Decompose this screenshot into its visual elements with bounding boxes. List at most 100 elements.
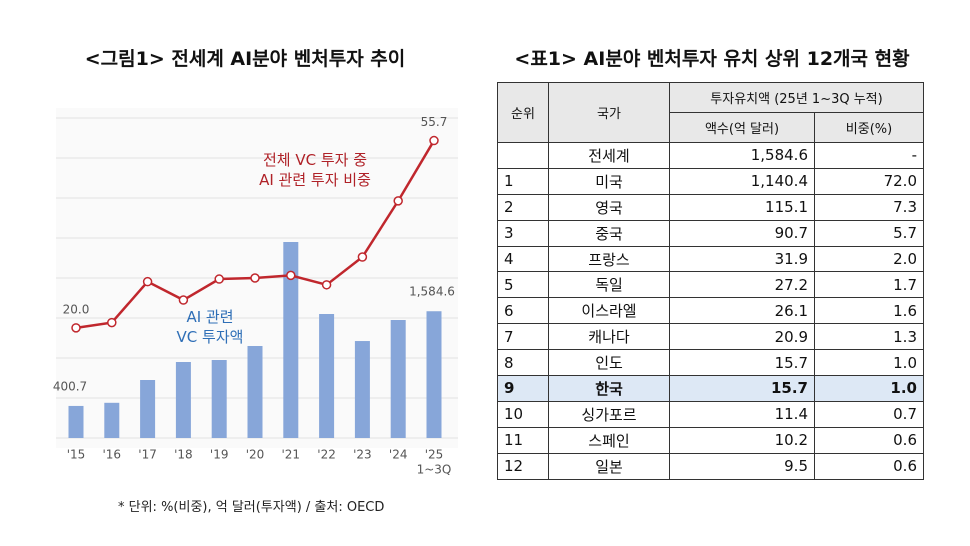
bar [175,362,191,438]
x-tick-label: '23 [353,448,372,462]
table-cell: 15.7 [669,349,815,377]
bar [283,242,299,438]
data-table: 순위 국가 투자유치액 (25년 1~3Q 누적) 액수(억 달러) 비중(%)… [497,82,924,480]
bar [390,320,406,438]
x-tick-label: '20 [246,448,265,462]
line-value-label: 55.7 [421,115,448,129]
header-cell: 순위 [497,82,549,143]
x-tick-label: '24 [389,448,408,462]
x-tick-label: '22 [317,448,336,462]
table-cell: 11 [497,426,549,454]
bar [104,402,120,438]
table-cell: 11.4 [669,400,815,428]
table-cell: 20.9 [669,323,815,351]
table-cell: 31.9 [669,245,815,273]
table-cell: 1.0 [814,375,924,402]
table-cell: 4 [497,245,549,273]
bar [68,405,84,438]
table-cell: 이스라엘 [548,297,670,325]
table-cell: 캐나다 [548,323,670,351]
table-cell: 1.0 [814,349,924,377]
table-row: 전세계 1,584.6- [497,142,924,169]
table-row: 11 스페인 10.2 0.6 [497,426,924,454]
table-cell: 27.2 [669,271,815,299]
table-cell [497,142,549,169]
table-cell: 7.3 [814,193,924,221]
line-marker [286,270,296,281]
bar-value-label: 400.7 [53,379,87,393]
table-cell: 일본 [548,452,670,480]
table-cell: 3 [497,219,549,247]
bar [319,314,335,438]
footnote: * 단위: %(비중), 억 달러(투자액) / 출처: OECD [118,500,385,515]
table-row: 10 싱가포르 11.4 0.7 [497,400,924,428]
table-cell: 115.1 [669,193,815,221]
table-cell: 10 [497,400,549,428]
table-cell: - [814,142,924,169]
line-marker [178,295,189,305]
table-cell: 1,584.6 [669,142,815,169]
header-cell: 비중(%) [814,112,924,143]
line-marker [71,323,81,333]
chart: '15 '16 '17 '18 '19 '20 '21 '22 '23 '24 '251~3Q 400… [53,108,458,477]
x-tick-label: '21 [282,448,301,462]
table-cell: 1 [497,167,549,195]
table-cell: 12 [497,452,549,480]
chart-title: <그림1> 전세계 AI분야 벤처투자 추이 [84,48,406,70]
table-cell: 2.0 [814,245,924,273]
line-marker [393,196,403,206]
table-cell: 한국 [548,375,670,402]
table-title: <표1> AI분야 벤처투자 유치 상위 12개국 현황 [514,48,910,70]
x-tick-label: '25 [425,448,444,462]
bar [354,341,370,438]
line-marker [142,276,153,287]
table-cell: 1.3 [814,323,924,351]
table-row: 12 일본 9.5 0.6 [497,452,924,480]
header-cell: 액수(억 달러) [669,112,815,143]
bar-value-label: 1,584.6 [409,285,455,299]
bar [211,360,227,438]
x-tick-label: '15 [67,448,86,462]
table-cell: 72.0 [814,167,924,195]
table-cell: 0.6 [814,452,924,480]
table-cell: 90.7 [669,219,815,247]
table-cell: 26.1 [669,297,815,325]
table-cell: 10.2 [669,426,815,454]
line-marker [250,273,260,283]
table-cell: 5.7 [814,219,924,247]
table-cell: 독일 [548,271,670,299]
table-cell: 전세계 [548,142,670,169]
bar [247,346,263,438]
table-cell: 미국 [548,167,670,195]
table-body: 전세계 1,584.6-1 미국 1,140.4 72.0 2 영국 115.1 7.3 3 중국 9… [497,142,924,480]
table-cell: 스페인 [548,426,670,454]
bar [140,380,156,438]
x-tick-label: '18 [174,448,193,462]
table-row: 5 독일 27.2 1.7 [497,271,924,299]
x-tick-label: '16 [103,448,122,462]
bar-legend: AI 관련 VC 투자액 [176,308,244,346]
table-cell: 9.5 [669,452,815,480]
line-marker [357,252,368,262]
table-row: 9 한국 15.7 1.0 [497,375,924,402]
table-cell: 6 [497,297,549,325]
table-cell: 9 [497,375,549,402]
table-row: 3 중국 90.7 5.7 [497,219,924,247]
table-cell: 1,140.4 [669,167,815,195]
table-cell: 5 [497,271,549,299]
table-cell: 1.6 [814,297,924,325]
table-row: 7 캐나다 20.9 1.3 [497,323,924,351]
table-row: 2 영국 115.1 7.3 [497,193,924,221]
table-cell: 1.7 [814,271,924,299]
table-row: 6 이스라엘 26.1 1.6 [497,297,924,325]
table-cell: 0.6 [814,426,924,454]
header-cell: 투자유치액 (25년 1~3Q 누적) [669,82,924,113]
x-tick-label: '19 [210,448,229,462]
line-marker [321,280,332,290]
table-cell: 영국 [548,193,670,221]
table-cell: 프랑스 [548,245,670,273]
table-cell: 0.7 [814,400,924,428]
header-cell: 국가 [548,82,670,143]
table-row: 1 미국 1,140.4 72.0 [497,167,924,195]
